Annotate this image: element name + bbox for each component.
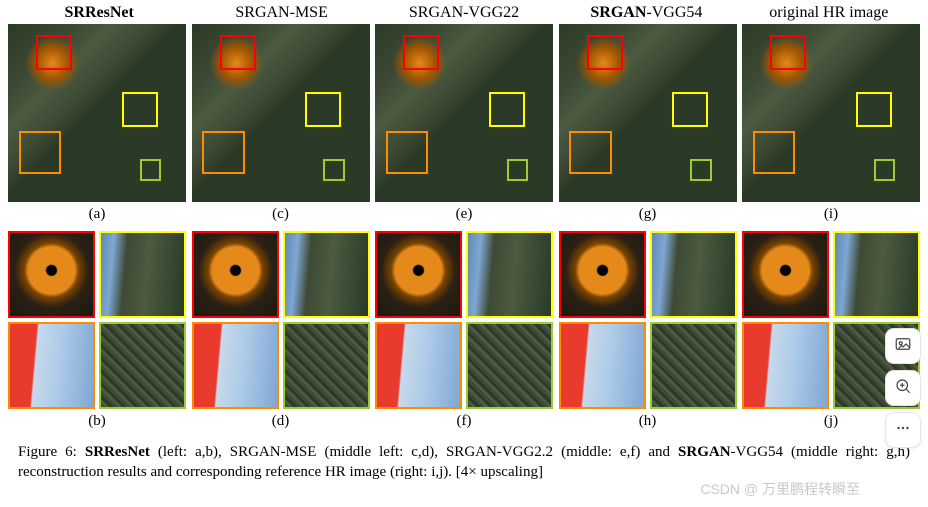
orange-bounding-box: [202, 131, 245, 174]
main-image-sublabel: (i): [824, 206, 838, 223]
crop-grid: [8, 231, 186, 409]
red-bounding-box: [220, 35, 256, 71]
orange-bounding-box: [19, 131, 62, 174]
header-text: SRGAN: [590, 4, 646, 21]
header-text: SRResNet: [65, 4, 134, 21]
main-image-sublabel: (a): [89, 206, 106, 223]
main-image-cell: (e): [375, 24, 553, 231]
main-image-cell: (c): [192, 24, 370, 231]
crops-row: (b) (d) (f) (h) (j): [8, 231, 920, 438]
floating-toolbar: [886, 329, 920, 447]
image-tool-button[interactable]: [886, 329, 920, 363]
red-crop: [742, 231, 829, 318]
red-bounding-box: [770, 35, 806, 71]
main-image-cell: (g): [559, 24, 737, 231]
main-image-sublabel: (c): [272, 206, 289, 223]
main-image: [192, 24, 370, 202]
yellow-bounding-box: [122, 92, 158, 128]
green-bounding-box: [507, 159, 528, 180]
zoom-in-icon: [894, 377, 912, 400]
crop-grid: [192, 231, 370, 409]
red-bounding-box: [403, 35, 439, 71]
main-image-sublabel: (e): [456, 206, 473, 223]
green-bounding-box: [323, 159, 344, 180]
red-bounding-box: [587, 35, 623, 71]
more-icon: [894, 419, 912, 442]
crops-sublabel: (h): [639, 413, 657, 430]
yellow-crop: [466, 231, 553, 318]
main-image: [742, 24, 920, 202]
crops-sublabel: (b): [88, 413, 106, 430]
green-crop: [283, 322, 370, 409]
column-header: original HR image: [738, 4, 920, 22]
crops-sublabel: (j): [824, 413, 838, 430]
red-crop: [559, 231, 646, 318]
main-images-row: (a) (c) (e) (g) (i): [8, 24, 920, 231]
main-image-cell: (i): [742, 24, 920, 231]
crops-sublabel: (f): [457, 413, 472, 430]
crop-grid: [375, 231, 553, 409]
green-crop: [650, 322, 737, 409]
main-image-sublabel: (g): [639, 206, 657, 223]
header-text: original HR image: [769, 4, 888, 21]
orange-bounding-box: [753, 131, 796, 174]
green-crop: [466, 322, 553, 409]
crops-cell: (d): [192, 231, 370, 438]
orange-crop: [192, 322, 279, 409]
column-header: SRGAN-MSE: [190, 4, 372, 22]
yellow-crop: [833, 231, 920, 318]
orange-bounding-box: [386, 131, 429, 174]
green-bounding-box: [140, 159, 161, 180]
yellow-bounding-box: [856, 92, 892, 128]
column-header: SRGAN-VGG54: [555, 4, 737, 22]
green-crop: [99, 322, 186, 409]
orange-crop: [742, 322, 829, 409]
orange-bounding-box: [569, 131, 612, 174]
red-crop: [8, 231, 95, 318]
column-headers-row: SRResNet SRGAN-MSE SRGAN-VGG22 SRGAN-VGG54 o…: [8, 4, 920, 22]
more-button[interactable]: [886, 413, 920, 447]
yellow-bounding-box: [305, 92, 341, 128]
column-header: SRGAN-VGG22: [373, 4, 555, 22]
crops-cell: (b): [8, 231, 186, 438]
crops-sublabel: (d): [272, 413, 290, 430]
caption-prefix: Figure 6:: [18, 444, 85, 460]
figure-6: SRResNet SRGAN-MSE SRGAN-VGG22 SRGAN-VGG54 o…: [0, 0, 928, 483]
crop-grid: [559, 231, 737, 409]
orange-crop: [375, 322, 462, 409]
orange-crop: [559, 322, 646, 409]
crops-cell: (h): [559, 231, 737, 438]
main-image: [559, 24, 737, 202]
caption-body: SRResNet (left: a,b), SRGAN-MSE (middle …: [18, 444, 910, 480]
zoom-in-button[interactable]: [886, 371, 920, 405]
yellow-crop: [99, 231, 186, 318]
red-bounding-box: [36, 35, 72, 71]
main-image: [8, 24, 186, 202]
crops-cell: (f): [375, 231, 553, 438]
figure-caption: Figure 6: SRResNet (left: a,b), SRGAN-MS…: [18, 442, 910, 483]
green-bounding-box: [690, 159, 711, 180]
main-image-cell: (a): [8, 24, 186, 231]
header-text: -VGG54: [646, 4, 702, 21]
yellow-crop: [650, 231, 737, 318]
header-text: SRGAN-MSE: [235, 4, 327, 21]
header-text: SRGAN-VGG22: [409, 4, 519, 21]
green-bounding-box: [874, 159, 895, 180]
yellow-bounding-box: [489, 92, 525, 128]
red-crop: [375, 231, 462, 318]
column-header: SRResNet: [8, 4, 190, 22]
image-icon: [894, 335, 912, 358]
yellow-bounding-box: [672, 92, 708, 128]
yellow-crop: [283, 231, 370, 318]
main-image: [375, 24, 553, 202]
red-crop: [192, 231, 279, 318]
orange-crop: [8, 322, 95, 409]
